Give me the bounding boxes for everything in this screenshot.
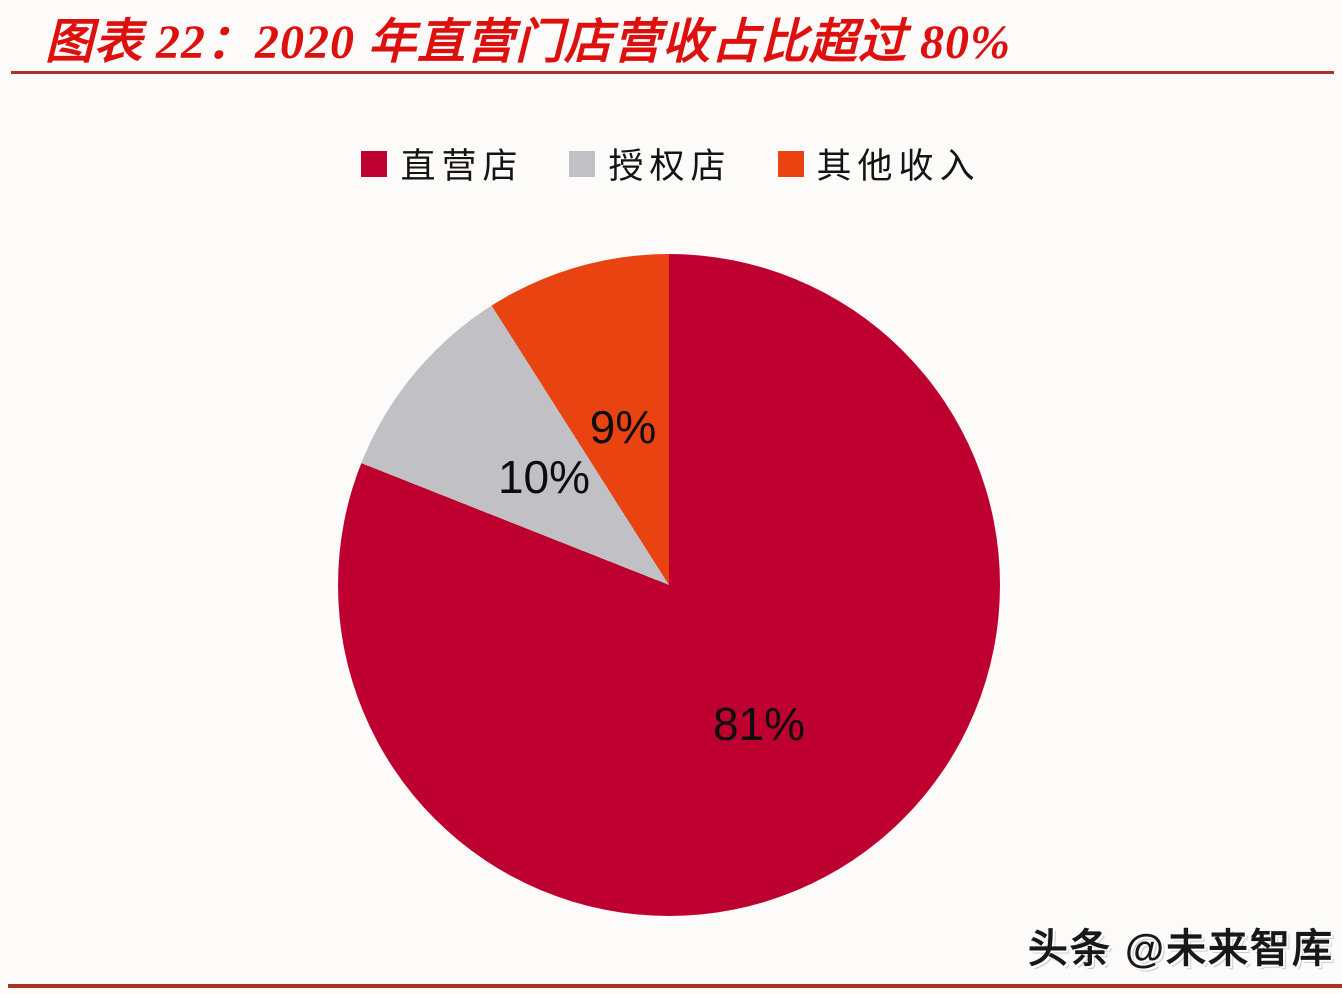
chart-legend: 直营店 授权店 其他收入 bbox=[0, 138, 1342, 189]
slice-value-label-other-income: 9% bbox=[589, 401, 657, 453]
bottom-rule bbox=[8, 984, 1342, 988]
legend-label-direct-store: 直营店 bbox=[400, 147, 524, 186]
legend-item-authorized-store: 授权店 bbox=[569, 138, 731, 189]
legend-swatch-direct-store bbox=[361, 150, 388, 177]
legend-swatch-other-income bbox=[777, 150, 804, 177]
legend-item-other-income: 其他收入 bbox=[777, 138, 981, 189]
pie-chart bbox=[338, 254, 1000, 916]
legend-item-direct-store: 直营店 bbox=[361, 138, 523, 189]
legend-label-authorized-store: 授权店 bbox=[608, 147, 732, 186]
title-divider-rule bbox=[11, 71, 1334, 74]
chart-title: 图表 22：2020 年直营门店营收占比超过 80% bbox=[45, 16, 1011, 69]
legend-swatch-authorized-store bbox=[569, 150, 596, 177]
slice-value-label-authorized-store: 10% bbox=[497, 451, 591, 503]
legend-label-other-income: 其他收入 bbox=[816, 147, 981, 186]
watermark-text: 头条 @未来智库 bbox=[1027, 927, 1334, 971]
slice-value-label-direct-store: 81% bbox=[712, 698, 806, 750]
